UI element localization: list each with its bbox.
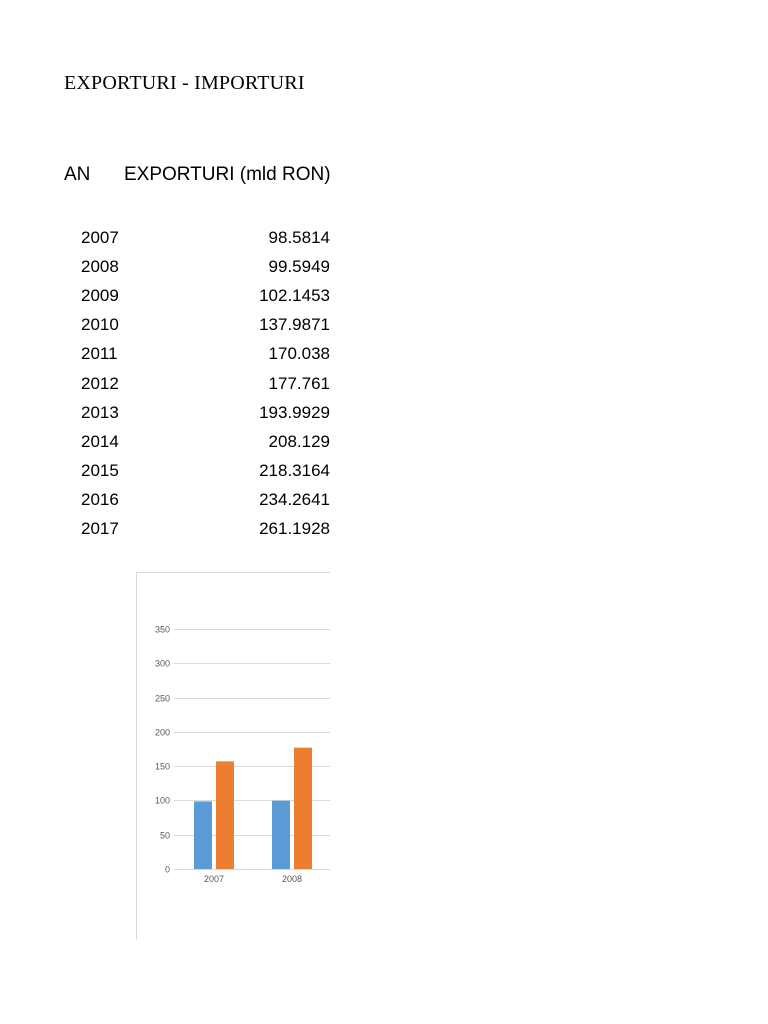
y-tick-label: 200: [155, 728, 170, 738]
table-row: 2010 137.9871: [64, 311, 330, 340]
year-cell: 2016: [81, 490, 119, 510]
column-header-exports: EXPORTURI (mld RON): [124, 164, 331, 185]
table-row: 2007 98.5814: [64, 223, 330, 252]
chart-canvas: 0 50 100 150 200 250 300 350 2007 2008: [136, 572, 330, 940]
value-cell: 261.1928: [259, 519, 330, 539]
value-cell: 99.5949: [268, 256, 330, 276]
table-row: 2012 177.761: [64, 369, 330, 398]
bar: [194, 801, 212, 869]
x-tick-label: 2008: [282, 874, 302, 884]
y-tick-label: 50: [160, 831, 170, 841]
value-cell: 102.1453: [259, 285, 330, 305]
value-cell: 177.761: [268, 373, 330, 393]
value-cell: 170.038: [268, 344, 330, 364]
y-tick-label: 100: [155, 796, 170, 806]
bar: [216, 761, 234, 869]
table-row: 2016 234.2641: [64, 486, 330, 515]
year-cell: 2013: [81, 402, 119, 422]
value-cell: 193.9929: [259, 402, 330, 422]
y-tick-label: 350: [155, 625, 170, 635]
year-cell: 2007: [81, 227, 119, 247]
y-tick-label: 300: [155, 659, 170, 669]
year-cell: 2009: [81, 285, 119, 305]
year-cell: 2008: [81, 256, 119, 276]
data-table: 2007 98.5814 2008 99.5949 2009 102.1453 201…: [64, 223, 330, 544]
table-row: 2013 193.9929: [64, 398, 330, 427]
y-tick-label: 250: [155, 694, 170, 704]
bar: [294, 747, 312, 869]
document-title: EXPORTURI - IMPORTURI: [64, 72, 305, 94]
year-cell: 2015: [81, 461, 119, 481]
year-cell: 2011: [81, 344, 118, 364]
value-cell: 137.9871: [259, 315, 330, 335]
table-row: 2015 218.3164: [64, 457, 330, 486]
value-cell: 218.3164: [259, 461, 330, 481]
value-cell: 208.129: [268, 431, 330, 451]
year-cell: 2014: [81, 431, 119, 451]
table-row: 2017 261.1928: [64, 515, 330, 544]
table-row: 2011 170.038: [64, 340, 330, 369]
table-row: 2008 99.5949: [64, 252, 330, 281]
column-header-year: AN: [64, 164, 91, 185]
bar: [272, 800, 290, 869]
table-row: 2009 102.1453: [64, 281, 330, 310]
year-cell: 2017: [81, 519, 119, 539]
x-tick-label: 2007: [204, 874, 224, 884]
value-cell: 98.5814: [268, 227, 330, 247]
y-tick-label: 0: [165, 865, 170, 875]
y-tick-label: 150: [155, 762, 170, 772]
year-cell: 2010: [81, 315, 119, 335]
value-cell: 234.2641: [259, 490, 330, 510]
year-cell: 2012: [81, 373, 119, 393]
bar-chart: 0 50 100 150 200 250 300 350 2007 2008: [136, 572, 330, 940]
table-row: 2014 208.129: [64, 427, 330, 456]
